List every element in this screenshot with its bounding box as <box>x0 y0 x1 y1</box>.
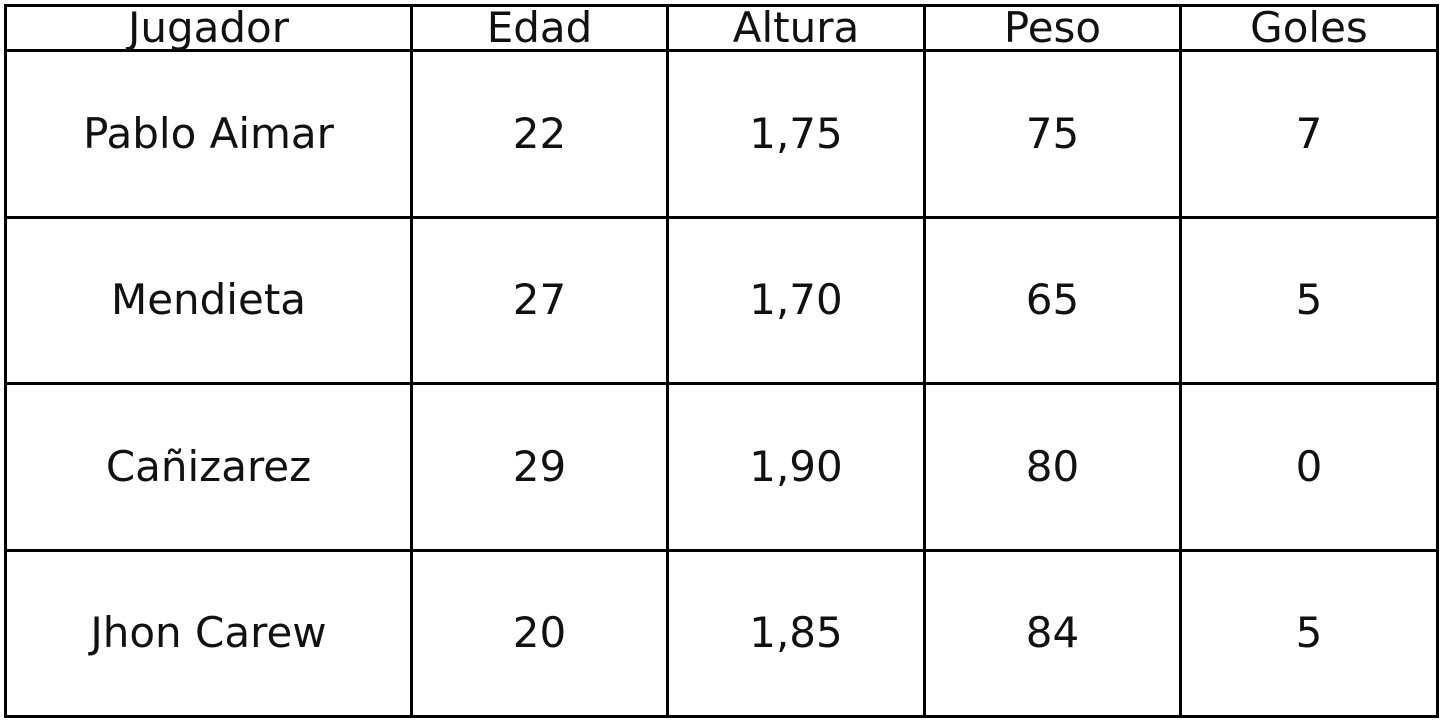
cell-altura: 1,70 <box>666 215 926 385</box>
table-row: Mendieta 27 1,70 65 5 <box>4 215 1439 385</box>
table-row: Cañizarez 29 1,90 80 0 <box>4 382 1439 552</box>
player-stats-table-container: Jugador Edad Altura Peso Goles Pablo Aim… <box>4 4 1439 718</box>
cell-goles: 5 <box>1179 548 1439 718</box>
cell-peso: 84 <box>923 548 1182 718</box>
cell-jugador: Pablo Aimar <box>4 49 413 219</box>
cell-edad: 20 <box>410 548 669 718</box>
cell-altura: 1,85 <box>666 548 926 718</box>
cell-jugador: Jhon Carew <box>4 548 413 718</box>
table-row: Pablo Aimar 22 1,75 75 7 <box>4 49 1439 219</box>
cell-edad: 29 <box>410 382 669 552</box>
cell-edad: 27 <box>410 215 669 385</box>
header-edad: Edad <box>410 4 669 52</box>
header-peso: Peso <box>923 4 1182 52</box>
header-jugador: Jugador <box>4 4 413 52</box>
cell-goles: 5 <box>1179 215 1439 385</box>
cell-jugador: Mendieta <box>4 215 413 385</box>
player-stats-table: Jugador Edad Altura Peso Goles Pablo Aim… <box>4 4 1439 718</box>
cell-altura: 1,75 <box>666 49 926 219</box>
table-header-row: Jugador Edad Altura Peso Goles <box>4 4 1439 52</box>
cell-jugador: Cañizarez <box>4 382 413 552</box>
cell-goles: 0 <box>1179 382 1439 552</box>
cell-peso: 65 <box>923 215 1182 385</box>
cell-edad: 22 <box>410 49 669 219</box>
header-altura: Altura <box>666 4 926 52</box>
table-row: Jhon Carew 20 1,85 84 5 <box>4 548 1439 718</box>
cell-peso: 80 <box>923 382 1182 552</box>
cell-altura: 1,90 <box>666 382 926 552</box>
cell-peso: 75 <box>923 49 1182 219</box>
cell-goles: 7 <box>1179 49 1439 219</box>
header-goles: Goles <box>1179 4 1439 52</box>
